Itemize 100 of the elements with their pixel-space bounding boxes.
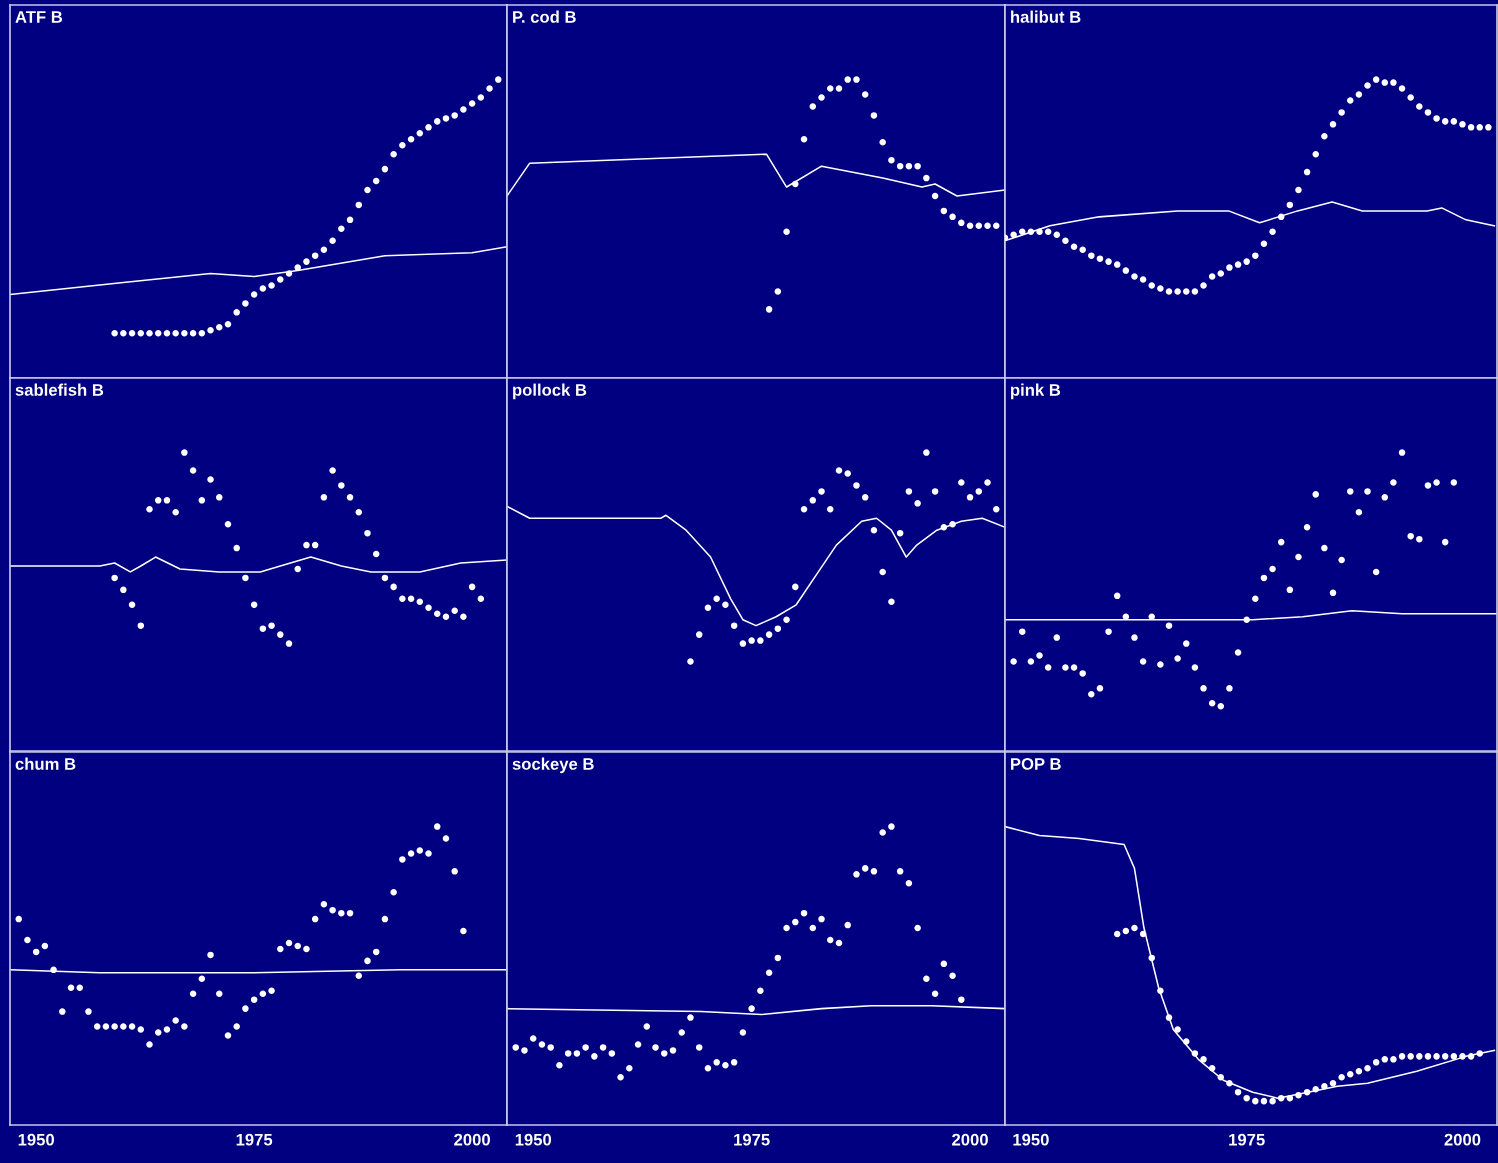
point: [399, 856, 406, 863]
point: [1105, 258, 1112, 265]
point: [1381, 494, 1389, 501]
point: [1321, 1082, 1328, 1090]
point: [268, 282, 275, 289]
point: [1191, 664, 1199, 671]
point: [1303, 523, 1311, 531]
point: [329, 237, 336, 244]
point: [303, 945, 310, 953]
point: [1372, 568, 1380, 576]
point: [146, 329, 153, 337]
point: [661, 1050, 668, 1057]
point: [739, 640, 747, 647]
point: [433, 118, 441, 125]
point: [1398, 449, 1406, 456]
point: [1277, 1094, 1285, 1102]
point: [1252, 1097, 1259, 1105]
point: [128, 601, 136, 609]
point: [346, 494, 354, 501]
point: [1467, 1053, 1475, 1060]
point: [399, 595, 406, 603]
point: [722, 601, 729, 609]
point: [1096, 255, 1104, 262]
point: [495, 76, 502, 83]
point: [1390, 1056, 1397, 1063]
point: [259, 625, 267, 632]
point: [1303, 1088, 1311, 1096]
point: [1053, 231, 1061, 239]
point: [364, 186, 371, 194]
point: [15, 915, 22, 923]
point: [923, 449, 930, 456]
point: [1053, 634, 1061, 641]
point: [800, 506, 808, 513]
point: [1079, 670, 1086, 677]
point: [853, 76, 860, 83]
point: [765, 306, 773, 313]
point: [1329, 1079, 1337, 1087]
point: [163, 497, 171, 504]
point: [931, 192, 939, 200]
point: [1062, 237, 1069, 244]
point: [1321, 544, 1328, 552]
point: [1096, 685, 1104, 692]
point: [172, 1017, 179, 1024]
point: [861, 91, 869, 98]
point: [1113, 261, 1121, 268]
point: [730, 622, 738, 629]
point: [277, 276, 284, 283]
point: [329, 467, 336, 474]
point: [93, 1023, 101, 1030]
point: [835, 85, 843, 92]
point: [250, 291, 258, 298]
point: [599, 1044, 607, 1051]
point: [835, 467, 843, 474]
point: [949, 520, 956, 528]
point: [1269, 565, 1276, 573]
point: [879, 139, 886, 146]
point: [207, 476, 214, 483]
point: [1036, 652, 1043, 659]
point: [163, 329, 171, 337]
point: [1450, 118, 1458, 125]
point: [468, 100, 476, 107]
point: [1234, 649, 1242, 656]
chart-title: chum B: [15, 757, 76, 770]
point: [372, 177, 380, 185]
point: [198, 975, 206, 983]
point: [294, 942, 301, 950]
point: [1122, 927, 1130, 935]
point: [512, 1044, 519, 1051]
point: [338, 909, 345, 917]
point: [1441, 1053, 1449, 1060]
point: [704, 1065, 712, 1072]
point: [1165, 288, 1173, 295]
point: [617, 1074, 624, 1081]
point: [1131, 924, 1138, 932]
chart-title: ATF B: [15, 11, 63, 23]
point: [1165, 622, 1173, 629]
point: [695, 1044, 703, 1051]
point: [993, 222, 1000, 230]
point: [442, 835, 450, 842]
point: [958, 479, 965, 486]
point: [870, 112, 878, 119]
chart-title: sockeye B: [512, 757, 594, 774]
point: [678, 1029, 685, 1036]
point: [303, 258, 310, 265]
point: [372, 550, 380, 558]
point: [1010, 658, 1017, 665]
point: [320, 494, 328, 501]
point: [1424, 482, 1432, 489]
x-tick-label: 2000: [454, 1133, 490, 1146]
point: [591, 1053, 598, 1060]
point: [1433, 479, 1440, 486]
point: [154, 329, 162, 337]
point: [1295, 186, 1302, 194]
point: [940, 207, 948, 215]
point: [364, 529, 371, 537]
point: [1191, 1050, 1199, 1057]
point: [120, 586, 127, 594]
point: [163, 1026, 171, 1033]
x-tick-label: 1950: [515, 1133, 552, 1146]
point: [224, 321, 232, 328]
